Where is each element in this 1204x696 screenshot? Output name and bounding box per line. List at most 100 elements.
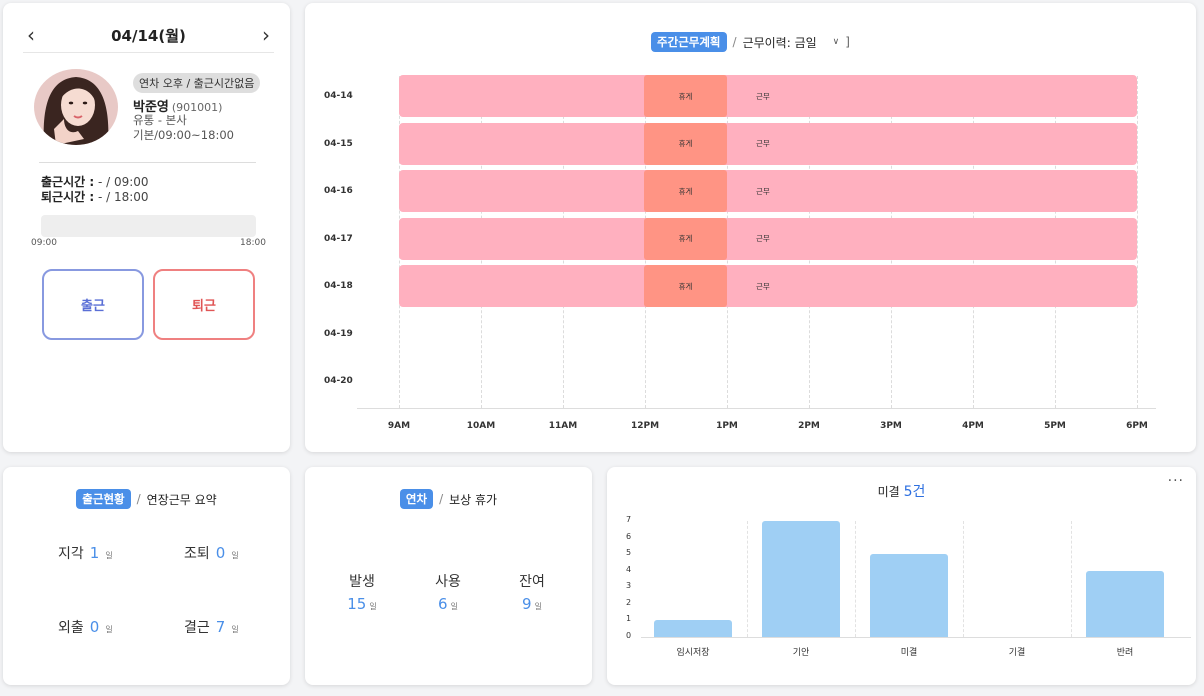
category-label: 임시저장 (676, 648, 710, 658)
header-separator: / (439, 492, 444, 506)
break-segment[interactable]: 휴게 (644, 265, 727, 307)
schedule-header: 주간근무계획 / 근무이력: 금일 ∨ ] (305, 32, 1196, 52)
category-grid-line (855, 521, 856, 637)
leave-used-label: 사용 (435, 574, 461, 590)
employee-name-text: 박준영 (133, 100, 169, 115)
date-navigator: ‹ 04/14(월) › (23, 23, 274, 53)
history-dropdown-label: 근무이력: 금일 (742, 35, 817, 50)
avatar (34, 69, 118, 145)
outing-value: 0 (89, 618, 100, 636)
attendance-summary-card: 출근현황 / 연장근무 요약 지각 1 일 조퇴 0 일 외출 0 일 결근 7… (3, 467, 290, 685)
break-segment[interactable]: 휴게 (644, 170, 727, 212)
break-segment[interactable]: 휴게 (644, 122, 727, 165)
progress-end-label: 18:00 (240, 238, 266, 248)
employee-name: 박준영 (901001) (133, 96, 222, 115)
day-label: 04-15 (324, 138, 353, 149)
shift-bar[interactable]: 휴게 근무 (399, 265, 1137, 307)
tab-overtime-summary[interactable]: 연장근무 요약 (146, 492, 217, 507)
avatar-portrait-icon (34, 69, 118, 145)
progress-start-label: 09:00 (31, 238, 57, 248)
history-dropdown[interactable]: 근무이력: 금일 ∨ (743, 34, 840, 51)
leave-remaining-label: 잔여 (519, 574, 545, 590)
y-tick-label: 5 (626, 548, 632, 558)
hour-tick-label: 4PM (962, 421, 984, 431)
hour-tick-label: 1PM (716, 421, 738, 431)
leave-issued-label: 발생 (349, 574, 375, 590)
day-label: 04-14 (324, 91, 353, 101)
late-label: 지각 (58, 546, 84, 562)
tab-comp-leave[interactable]: 보상 휴가 (449, 492, 498, 507)
y-tick-label: 0 (626, 631, 632, 640)
chevron-down-icon: ∨ (832, 37, 840, 47)
absence-stat: 결근 7 일 (184, 617, 239, 637)
approval-count: 5건 (903, 484, 926, 500)
late-value: 1 (89, 544, 100, 562)
late-stat: 지각 1 일 (58, 543, 113, 563)
clock-in-label: 출근시간 : (41, 175, 95, 189)
leave-issued-value: 15 일 (332, 595, 392, 613)
approval-chart-card: 미결 5건 ··· 0 1 2 3 4 5 6 7 임시저장 기안 미결 기결 반려 (607, 467, 1196, 685)
bar-기안[interactable] (762, 521, 840, 637)
category-label: 기안 (792, 648, 810, 658)
day-label: 04-18 (324, 281, 353, 291)
next-day-icon[interactable]: › (262, 23, 270, 47)
break-segment[interactable]: 휴게 (644, 217, 727, 260)
shift-bar[interactable]: 휴게 근무 (399, 122, 1137, 165)
late-unit: 일 (105, 551, 113, 560)
early-leave-label: 조퇴 (184, 546, 210, 562)
day-label: 04-17 (324, 233, 353, 244)
absence-label: 결근 (184, 620, 210, 636)
employee-hours: 기본/09:00~18:00 (133, 128, 234, 142)
shift-bar[interactable]: 휴게 근무 (399, 170, 1137, 212)
tab-annual-leave[interactable]: 연차 (399, 489, 434, 509)
shift-bar[interactable]: 휴게 근무 (399, 75, 1137, 117)
early-leave-unit: 일 (231, 551, 239, 560)
clock-in-value: - / 09:00 (94, 175, 149, 189)
y-tick-label: 3 (626, 581, 632, 591)
outing-label: 외출 (58, 620, 84, 636)
work-segment-label: 근무 (756, 281, 770, 291)
day-label: 04-19 (324, 328, 353, 339)
x-axis (641, 637, 1191, 638)
bar-미결[interactable] (870, 554, 948, 637)
break-segment[interactable]: 휴게 (644, 75, 727, 117)
bar-임시저장[interactable] (654, 620, 732, 637)
leave-used-number: 6 (438, 595, 448, 613)
employee-department: 유통 - 본사 (133, 113, 187, 127)
category-grid-line (963, 521, 964, 637)
leave-remaining-number: 9 (522, 595, 532, 613)
hour-tick-label: 3PM (880, 421, 902, 431)
clock-in-button[interactable]: 출근 (42, 269, 144, 340)
work-segment-label: 근무 (756, 186, 770, 196)
attendance-header: 출근현황 / 연장근무 요약 (3, 489, 290, 509)
hour-grid-line (1137, 76, 1138, 408)
more-options-icon[interactable]: ··· (1167, 473, 1184, 489)
day-label: 04-16 (324, 186, 353, 196)
tab-attendance-status[interactable]: 출근현황 (76, 489, 131, 509)
y-tick-label: 1 (626, 614, 632, 624)
early-leave-stat: 조퇴 0 일 (184, 543, 239, 563)
clock-in-row: 출근시간 : - / 09:00 (41, 173, 149, 190)
outing-unit: 일 (105, 625, 113, 634)
time-axis (357, 408, 1156, 409)
bar-반려[interactable] (1086, 570, 1164, 637)
outing-stat: 외출 0 일 (58, 617, 113, 637)
clock-out-button[interactable]: 퇴근 (153, 269, 255, 340)
prev-day-icon[interactable]: ‹ (27, 23, 35, 47)
hour-tick-label: 9AM (387, 421, 411, 431)
leave-issued: 발생 15 일 (332, 571, 392, 613)
category-label: 미결 (900, 648, 918, 658)
approval-title-text: 미결 (877, 485, 900, 499)
header-separator: / (732, 35, 737, 49)
shift-bar[interactable]: 휴게 근무 (399, 217, 1137, 260)
hour-tick-label: 10AM (466, 421, 496, 431)
early-leave-value: 0 (215, 544, 226, 562)
clock-out-label: 퇴근시간 : (41, 190, 95, 204)
hour-tick-label: 2PM (798, 421, 820, 431)
tab-weekly-plan[interactable]: 주간근무계획 (651, 32, 727, 52)
y-tick-label: 7 (626, 515, 632, 524)
category-grid-line (747, 521, 748, 637)
